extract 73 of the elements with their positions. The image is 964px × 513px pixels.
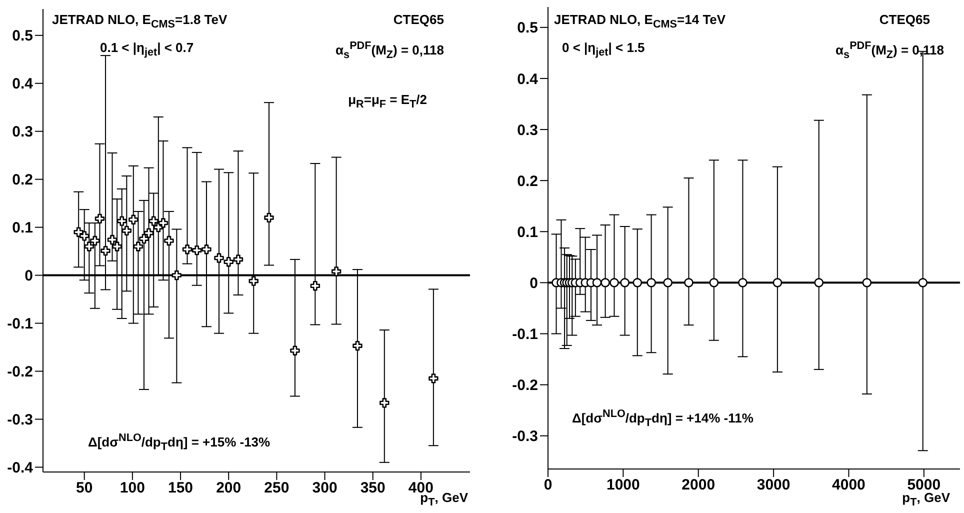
x-tick-label: 1000 xyxy=(606,476,640,494)
y-tick-label: 0.4 xyxy=(517,70,539,88)
y-tick-label: -0.3 xyxy=(7,412,33,429)
point xyxy=(148,216,158,226)
point xyxy=(233,254,244,264)
y-tick-label: -0.1 xyxy=(512,326,538,344)
point xyxy=(107,234,118,245)
x-tick-label: 50 xyxy=(76,480,93,497)
annotation: JETRAD NLO, E$_{CMS}$=14 TeV xyxy=(554,12,726,31)
annotation: α$_{s}$$^{PDF}$(M$_{Z}$) = 0,118 xyxy=(836,40,944,61)
x-tick-label: 350 xyxy=(360,480,386,497)
y-tick-label: 0.3 xyxy=(517,122,538,139)
annotation: 0.1 < |η$_{jet}$| < 0.7 xyxy=(100,40,194,59)
point xyxy=(100,246,110,256)
y-tick-label: 0.3 xyxy=(12,124,33,141)
point xyxy=(164,236,174,246)
point xyxy=(352,340,362,351)
point xyxy=(428,374,438,384)
y-tick-label: 0 xyxy=(24,268,33,285)
point xyxy=(112,242,122,252)
annotation: CTEQ65 xyxy=(879,12,930,27)
point xyxy=(139,234,149,244)
y-tick-label: 0.1 xyxy=(517,224,538,241)
y-tick-label: 0.5 xyxy=(12,28,33,45)
x-tick-label: 300 xyxy=(312,480,338,497)
point xyxy=(331,266,342,276)
y-tick-label: 0.4 xyxy=(12,76,34,93)
annotation: Δ[dσ$^{NLO}$/dp$_{T}$dη] = +14% -11% xyxy=(572,408,754,429)
point xyxy=(310,280,320,291)
y-tick-label: -0.3 xyxy=(512,428,538,446)
x-tick-label: 250 xyxy=(264,480,290,497)
x-tick-label: 150 xyxy=(168,480,194,497)
y-tick-label: 0.2 xyxy=(517,172,538,190)
point xyxy=(84,242,94,252)
annotation: 0 < |η$_{jet}$| < 1.5 xyxy=(562,40,645,59)
y-tick-label: -0.2 xyxy=(512,377,538,394)
annotation: JETRAD NLO, E$_{CMS}$=1.8 TeV xyxy=(52,12,228,31)
annotation: μ$_{R}$=μ$_{F}$ = E$_{T}$/2 xyxy=(348,92,427,111)
point xyxy=(224,257,234,267)
y-tick-label: 0 xyxy=(530,274,538,292)
point xyxy=(144,228,154,238)
x-tick-label: 200 xyxy=(216,480,242,497)
point xyxy=(122,226,132,236)
annotation: Δ[dσ$^{NLO}$/dp$_{T}$dη] = +15% -13% xyxy=(88,432,270,453)
point xyxy=(182,244,192,254)
x-tick-label: 0 xyxy=(544,476,552,494)
y-tick-label: -0.1 xyxy=(7,316,33,333)
point xyxy=(172,270,182,280)
y-tick-label: -0.4 xyxy=(7,460,34,477)
point xyxy=(214,253,224,263)
point xyxy=(94,214,105,224)
y-tick-label: -0.2 xyxy=(7,364,33,381)
annotation: CTEQ65 xyxy=(393,12,444,27)
point xyxy=(128,214,138,224)
point xyxy=(290,346,300,356)
point xyxy=(380,398,390,408)
point xyxy=(264,212,274,223)
y-tick-label: 0.5 xyxy=(517,20,538,37)
point xyxy=(133,242,144,252)
y-tick-label: 0.1 xyxy=(12,220,33,237)
point xyxy=(117,216,127,226)
point xyxy=(80,231,90,241)
point xyxy=(202,244,212,254)
y-tick-label: 0.2 xyxy=(12,172,33,189)
x-tick-label: 2000 xyxy=(682,476,716,494)
point xyxy=(192,245,202,256)
x-tick-label: 100 xyxy=(120,480,145,497)
x-tick-label: 4000 xyxy=(832,476,866,494)
point xyxy=(158,218,168,228)
annotation: α$_{s}$$^{PDF}$(M$_{Z}$) = 0,118 xyxy=(336,40,444,61)
point xyxy=(90,236,100,246)
point xyxy=(248,276,258,286)
x-tick-label: 3000 xyxy=(756,476,790,494)
